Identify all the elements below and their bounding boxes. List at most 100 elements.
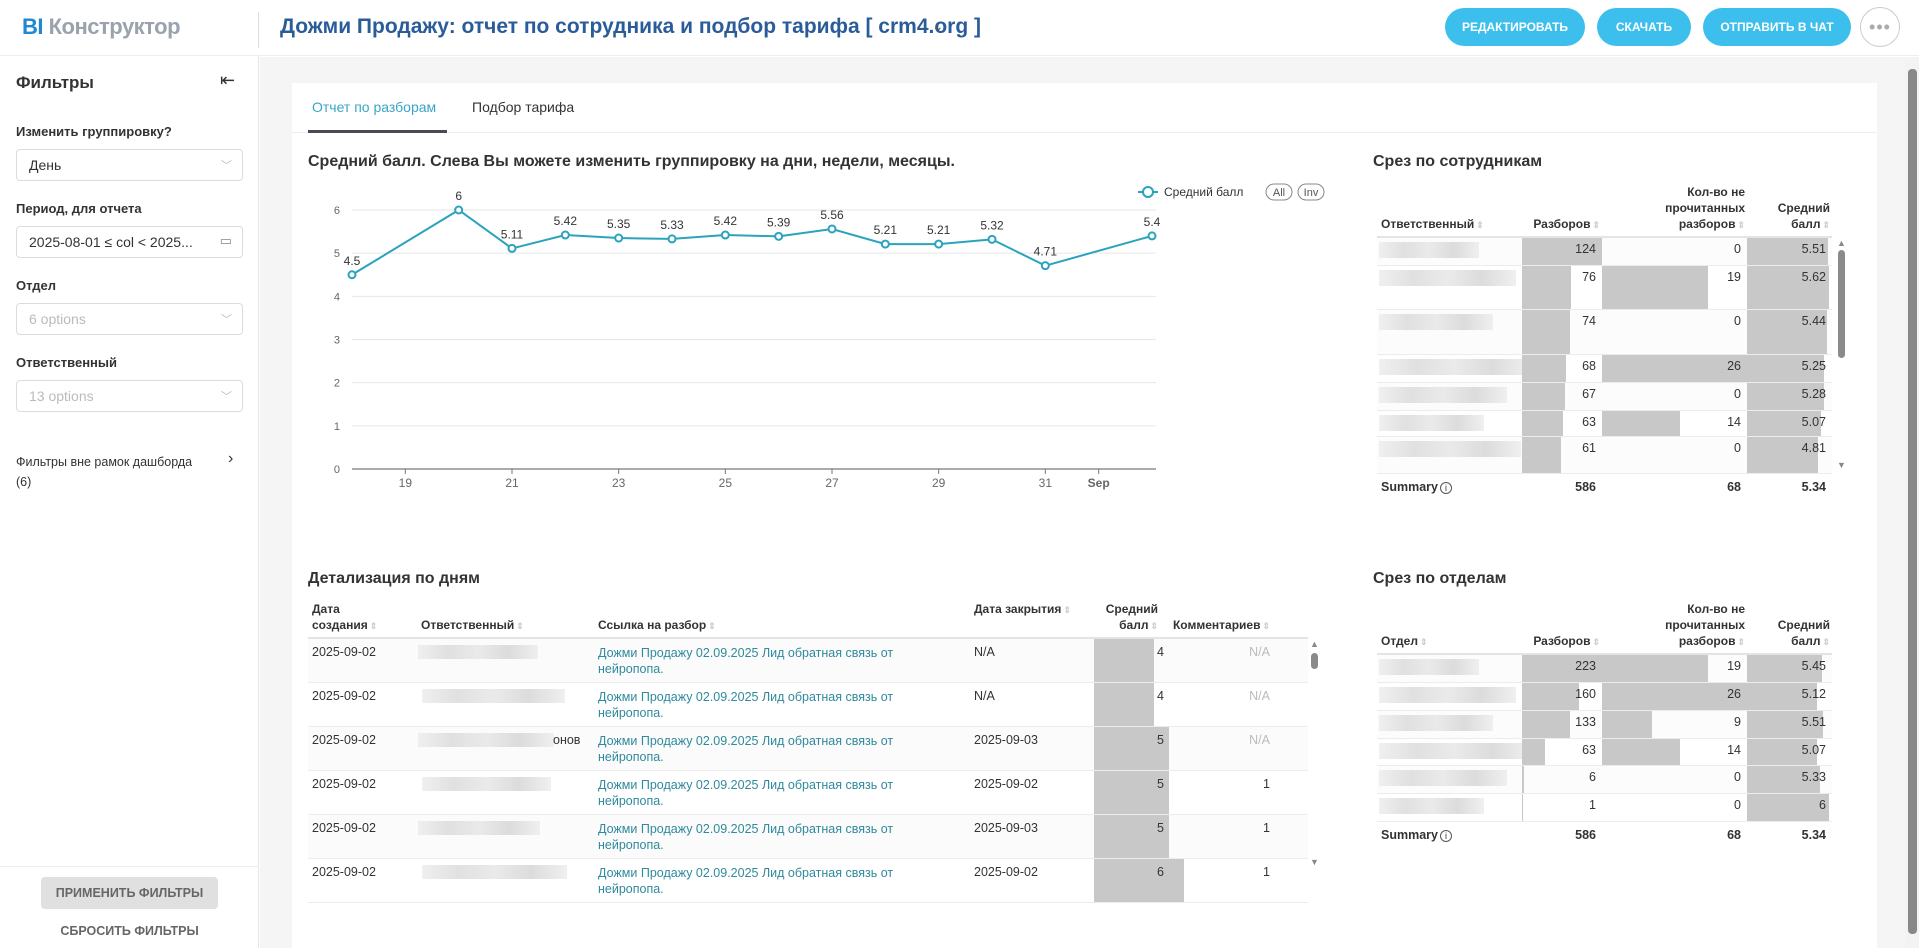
score-value: 6 [1157, 865, 1164, 879]
column-header-comments-label: Комментариев [1172, 618, 1261, 632]
column-header-name[interactable]: Ответственный ⇕ [1381, 216, 1511, 233]
sort-icon[interactable]: ⇕ [708, 621, 716, 631]
column-header-created[interactable]: Дата создания ⇕ [312, 601, 407, 634]
column-header-name[interactable]: Отдел ⇕ [1381, 633, 1511, 650]
grouping-select[interactable]: День ﹀ [16, 149, 243, 181]
table-row[interactable]: 61 0 4.81 [1377, 437, 1832, 474]
table-row[interactable]: 133 9 5.51 [1377, 711, 1832, 739]
legend-all-button[interactable] [1265, 183, 1293, 201]
tab-tariff-selection[interactable]: Подбор тарифа [472, 99, 575, 115]
score-bar [1094, 683, 1154, 726]
score-value: 5.51 [1801, 242, 1826, 256]
sort-icon[interactable]: ⇕ [1737, 637, 1745, 647]
reset-filters-button[interactable]: СБРОСИТЬ ФИЛЬТРЫ [60, 924, 199, 938]
series-line [351, 208, 1153, 276]
sort-icon[interactable]: ⇕ [1822, 637, 1830, 647]
period-date-range-input[interactable]: 2025-08-01 ≤ col < 2025... ▭ [16, 226, 243, 258]
review-link[interactable]: Дожми Продажу 02.09.2025 Лид обратная св… [598, 866, 894, 896]
redacted-name [422, 777, 551, 791]
table-row[interactable]: 67 0 5.28 [1377, 383, 1832, 411]
sort-icon[interactable]: ⇕ [1063, 605, 1071, 615]
table-row[interactable]: 2025-09-02 Дожми Продажу 02.09.2025 Лид о… [308, 815, 1308, 859]
collapse-sidebar-icon[interactable]: ⇤ [220, 70, 236, 90]
column-header-reviews-label: Разборов [1533, 217, 1591, 231]
table-row[interactable]: 2025-09-02 онов Дожми Продажу 02.09.2025 Л… [308, 727, 1308, 771]
header-divider [1377, 236, 1832, 238]
summary-label: Summary i [1381, 828, 1452, 842]
tab-reviews-report[interactable]: Отчет по разборам [312, 99, 437, 115]
table-scrollbar-thumb[interactable] [1311, 653, 1318, 669]
table-row[interactable]: 68 26 5.25 [1377, 355, 1832, 383]
review-link[interactable]: Дожми Продажу 02.09.2025 Лид обратная св… [598, 690, 894, 720]
page-scrollbar[interactable] [1905, 57, 1919, 948]
table-row[interactable]: 63 14 5.07 [1377, 739, 1832, 766]
download-button[interactable]: СКАЧАТЬ [1597, 8, 1691, 46]
table-row[interactable]: 124 0 5.51 [1377, 238, 1832, 266]
column-header-score[interactable]: Средний балл ⇕ [1757, 200, 1830, 233]
app-logo[interactable]: BI Конструктор [22, 14, 181, 39]
summary-text: Summary [1381, 480, 1438, 494]
table-row[interactable]: 223 19 5.45 [1377, 655, 1832, 683]
sort-icon[interactable]: ⇕ [516, 621, 524, 631]
sort-icon[interactable]: ⇕ [1262, 621, 1270, 631]
data-point [614, 233, 624, 243]
department-select[interactable]: 6 options ﹀ [16, 303, 243, 335]
review-link[interactable]: Дожми Продажу 02.09.2025 Лид обратная св… [598, 646, 894, 676]
edit-button[interactable]: РЕДАКТИРОВАТЬ [1445, 8, 1585, 46]
info-icon[interactable]: i [1439, 830, 1452, 842]
sort-icon[interactable]: ⇕ [369, 621, 378, 631]
score-value: 5.33 [1801, 770, 1826, 784]
scroll-up-icon[interactable]: ▲ [1837, 238, 1846, 248]
page-scrollbar-thumb[interactable] [1908, 69, 1917, 934]
sort-icon[interactable]: ⇕ [1592, 637, 1600, 647]
scroll-down-icon[interactable]: ▼ [1310, 857, 1319, 867]
table-row[interactable]: 160 26 5.12 [1377, 683, 1832, 711]
table-row[interactable]: 2025-09-02 Дожми Продажу 02.09.2025 Лид о… [308, 683, 1308, 727]
review-link[interactable]: Дожми Продажу 02.09.2025 Лид обратная св… [598, 734, 894, 764]
outside-filters-link[interactable]: Фильтры вне рамок дашборда (6) [16, 455, 193, 489]
chevron-down-icon[interactable]: ⌄ [932, 18, 944, 34]
column-header-score[interactable]: Средний балл ⇕ [1068, 601, 1158, 634]
reviews-value: 61 [1582, 441, 1596, 455]
table-scrollbar-thumb[interactable] [1838, 250, 1845, 358]
column-header-reviews[interactable]: Разборов ⇕ [1522, 216, 1600, 233]
column-header-score[interactable]: Средний балл ⇕ [1757, 617, 1830, 650]
column-header-closed[interactable]: Дата закрытия ⇕ [974, 601, 1074, 618]
responsible-select[interactable]: 13 options ﹀ [16, 380, 243, 412]
scroll-down-icon[interactable]: ▼ [1837, 460, 1846, 470]
column-header-comments[interactable]: Комментариев ⇕ [1158, 617, 1270, 634]
reviews-value: 160 [1575, 687, 1596, 701]
apply-filters-button[interactable]: ПРИМЕНИТЬ ФИЛЬТРЫ [41, 877, 218, 909]
sort-icon[interactable]: ⇕ [1592, 220, 1600, 230]
x-tick-label: 19 [399, 476, 413, 490]
scroll-up-icon[interactable]: ▲ [1310, 639, 1319, 649]
legend-inv-button[interactable] [1297, 183, 1325, 201]
table-row[interactable]: 6 0 5.33 [1377, 766, 1832, 794]
table-row[interactable]: 74 0 5.44 [1377, 310, 1832, 355]
sort-icon[interactable]: ⇕ [1737, 220, 1745, 230]
review-link[interactable]: Дожми Продажу 02.09.2025 Лид обратная св… [598, 778, 894, 808]
sort-icon[interactable]: ⇕ [1476, 220, 1484, 230]
column-header-closed-label: Дата закрытия [974, 602, 1062, 616]
column-header-unread[interactable]: Кол-во не прочитанных разборов ⇕ [1642, 601, 1745, 650]
table-row[interactable]: 63 14 5.07 [1377, 411, 1832, 437]
column-header-unread[interactable]: Кол-во не прочитанных разборов ⇕ [1642, 184, 1745, 233]
info-icon[interactable]: i [1439, 482, 1452, 494]
table-row[interactable]: 1 0 6 [1377, 794, 1832, 822]
chevron-right-icon[interactable]: › [228, 450, 234, 467]
data-point [1147, 231, 1157, 241]
column-header-link[interactable]: Ссылка на разбор ⇕ [598, 617, 728, 634]
more-options-button[interactable]: ••• [1860, 7, 1900, 47]
table-row[interactable]: 2025-09-02 Дожми Продажу 02.09.2025 Лид о… [308, 859, 1308, 903]
sort-icon[interactable]: ⇕ [1419, 637, 1428, 647]
table-row[interactable]: 2025-09-02 Дожми Продажу 02.09.2025 Лид о… [308, 639, 1308, 683]
review-link[interactable]: Дожми Продажу 02.09.2025 Лид обратная св… [598, 822, 894, 852]
column-header-reviews[interactable]: Разборов ⇕ [1522, 633, 1600, 650]
sidebar-footer: ПРИМЕНИТЬ ФИЛЬТРЫ СБРОСИТЬ ФИЛЬТРЫ [0, 866, 259, 948]
sort-icon[interactable]: ⇕ [1150, 621, 1158, 631]
column-header-responsible[interactable]: Ответственный ⇕ [421, 617, 541, 634]
sort-icon[interactable]: ⇕ [1822, 220, 1830, 230]
table-row[interactable]: 2025-09-02 Дожми Продажу 02.09.2025 Лид о… [308, 771, 1308, 815]
table-row[interactable]: 76 19 5.62 [1377, 266, 1832, 310]
send-to-chat-button[interactable]: ОТПРАВИТЬ В ЧАТ [1703, 8, 1851, 46]
